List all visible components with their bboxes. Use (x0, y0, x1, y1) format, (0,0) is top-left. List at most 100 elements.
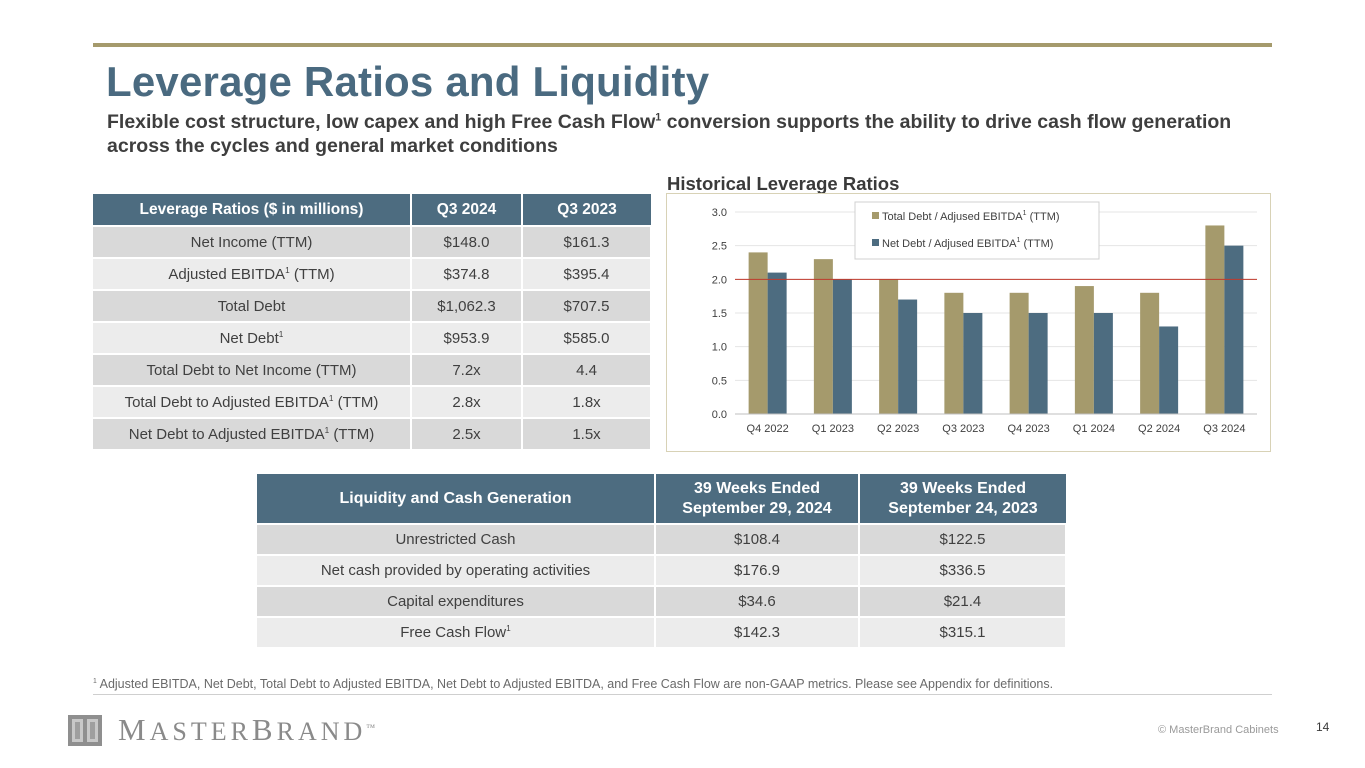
bar-total-debt (944, 292, 964, 414)
cell-q3-2024: $374.8 (411, 257, 523, 290)
bar-net-debt (1028, 313, 1048, 414)
cell-2023: $336.5 (859, 554, 1067, 586)
table-row: Net cash provided by operating activitie… (257, 554, 1067, 586)
column-header: Q3 2023 (522, 194, 651, 226)
cell-2024: $142.3 (655, 616, 860, 647)
x-tick-label: Q2 2024 (1138, 423, 1180, 435)
bar-net-debt (1093, 313, 1113, 414)
row-label: Total Debt (93, 289, 412, 322)
cell-q3-2023: 1.8x (522, 385, 652, 418)
logo-wordmark: MASTERBRAND™ (118, 712, 376, 747)
cell-2023: $122.5 (859, 523, 1067, 555)
bar-net-debt (1159, 326, 1179, 414)
cell-q3-2023: $707.5 (522, 289, 652, 322)
row-label: Unrestricted Cash (257, 523, 656, 555)
y-tick-label: 2.5 (712, 241, 727, 253)
x-tick-label: Q4 2023 (1008, 423, 1050, 435)
bar-net-debt (767, 272, 787, 414)
y-tick-label: 3.0 (712, 207, 727, 219)
bar-total-debt (1205, 225, 1225, 414)
legend-label-total-debt: Total Debt / Adjused EBITDA1 (TTM) (882, 210, 1060, 223)
table-row: Unrestricted Cash $108.4 $122.5 (257, 523, 1067, 555)
cell-q3-2023: 1.5x (522, 417, 652, 449)
row-label: Net Debt to Adjusted EBITDA1 (TTM) (93, 417, 412, 449)
bar-net-debt (832, 279, 852, 414)
chart-title: Historical Leverage Ratios (667, 173, 900, 194)
cell-q3-2024: 7.2x (411, 353, 523, 386)
cell-2024: $34.6 (655, 585, 860, 617)
cell-q3-2024: $148.0 (411, 225, 523, 258)
row-label: Capital expenditures (257, 585, 656, 617)
y-tick-label: 0.5 (712, 375, 727, 387)
leverage-bar-chart: 0.0 0.5 1.0 1.5 2.0 2.5 3.0 Q4 2022 Q1 2023 Q2 20… (712, 201, 1257, 435)
chart-legend: Total Debt / Adjused EBITDA1 (TTM) Net D… (854, 201, 1100, 260)
x-tick-label: Q2 2023 (877, 423, 919, 435)
row-label: Free Cash Flow1 (257, 616, 656, 647)
row-label: Total Debt to Adjusted EBITDA1 (TTM) (93, 385, 412, 418)
x-tick-label: Q4 2022 (747, 423, 789, 435)
column-header: Q3 2024 (411, 194, 523, 226)
bar-total-debt (1074, 286, 1094, 414)
row-label: Adjusted EBITDA1 (TTM) (93, 257, 412, 290)
bar-total-debt (1140, 292, 1160, 414)
leverage-ratios-table: Leverage Ratios ($ in millions) Q3 2024 … (93, 194, 652, 449)
cell-q3-2024: 2.5x (411, 417, 523, 449)
y-tick-label: 2.0 (712, 274, 727, 286)
cell-q3-2023: 4.4 (522, 353, 652, 386)
bar-net-debt (963, 313, 983, 414)
table-row: Total Debt to Adjusted EBITDA1 (TTM) 2.8… (93, 385, 652, 418)
table-row: Total Debt $1,062.3 $707.5 (93, 289, 652, 322)
table-row: Free Cash Flow1 $142.3 $315.1 (257, 616, 1067, 647)
bar-total-debt (813, 259, 833, 414)
cell-q3-2023: $585.0 (522, 321, 652, 354)
legend-swatch-net-debt (872, 239, 879, 246)
y-tick-label: 1.5 (712, 308, 727, 320)
legend-swatch-total-debt (872, 212, 879, 219)
chart-container: 0.0 0.5 1.0 1.5 2.0 2.5 3.0 Q4 2022 Q1 2023 Q2 20… (666, 193, 1271, 452)
y-tick-label: 1.0 (712, 342, 727, 354)
cabinet-door-icon (68, 714, 102, 746)
page-number: 14 (1316, 720, 1330, 734)
cell-2024: $176.9 (655, 554, 860, 586)
footnote: 1 Adjusted EBITDA, Net Debt, Total Debt … (93, 677, 1054, 691)
legend-label-net-debt: Net Debt / Adjused EBITDA1 (TTM) (882, 237, 1053, 250)
table-row: Net Income (TTM) $148.0 $161.3 (93, 225, 652, 258)
bar-total-debt (879, 279, 899, 414)
table-row: Total Debt to Net Income (TTM) 7.2x 4.4 (93, 353, 652, 386)
table-row: Capital expenditures $34.6 $21.4 (257, 585, 1067, 617)
row-label: Total Debt to Net Income (TTM) (93, 353, 412, 386)
bar-net-debt (1224, 245, 1244, 414)
table-row: Adjusted EBITDA1 (TTM) $374.8 $395.4 (93, 257, 652, 290)
y-tick-label: 0.0 (712, 409, 727, 421)
cell-2024: $108.4 (655, 523, 860, 555)
column-header: 39 Weeks Ended September 24, 2023 (859, 474, 1066, 524)
x-tick-label: Q3 2023 (942, 423, 984, 435)
cell-q3-2023: $161.3 (522, 225, 652, 258)
x-tick-label: Q1 2023 (812, 423, 854, 435)
table-row: Net Debt1 $953.9 $585.0 (93, 321, 652, 354)
column-header: Liquidity and Cash Generation (257, 474, 656, 524)
cell-2023: $315.1 (859, 616, 1067, 647)
cell-q3-2024: 2.8x (411, 385, 523, 418)
masterbrand-logo: MASTERBRAND™ (68, 712, 375, 748)
row-label: Net Income (TTM) (93, 225, 412, 258)
page-subtitle: Flexible cost structure, low capex and h… (107, 111, 1232, 157)
liquidity-table: Liquidity and Cash Generation 39 Weeks E… (257, 474, 1067, 647)
top-accent-bar (93, 43, 1272, 47)
x-tick-label: Q1 2024 (1073, 423, 1115, 435)
cell-2023: $21.4 (859, 585, 1067, 617)
row-label: Net cash provided by operating activitie… (257, 554, 656, 586)
x-tick-label: Q3 2024 (1203, 423, 1245, 435)
footer-divider (93, 694, 1272, 695)
bar-total-debt (1009, 292, 1029, 414)
column-header: 39 Weeks Ended September 29, 2024 (655, 474, 860, 524)
table-header-row: Liquidity and Cash Generation 39 Weeks E… (257, 474, 1066, 524)
cell-q3-2024: $1,062.3 (411, 289, 523, 322)
bar-total-debt (748, 252, 768, 414)
legend-box (854, 201, 1100, 260)
cell-q3-2024: $953.9 (411, 321, 523, 354)
row-label: Net Debt1 (93, 321, 412, 354)
page-title: Leverage Ratios and Liquidity (106, 58, 710, 105)
column-header: Leverage Ratios ($ in millions) (93, 194, 412, 226)
table-header-row: Leverage Ratios ($ in millions) Q3 2024 … (93, 194, 651, 226)
